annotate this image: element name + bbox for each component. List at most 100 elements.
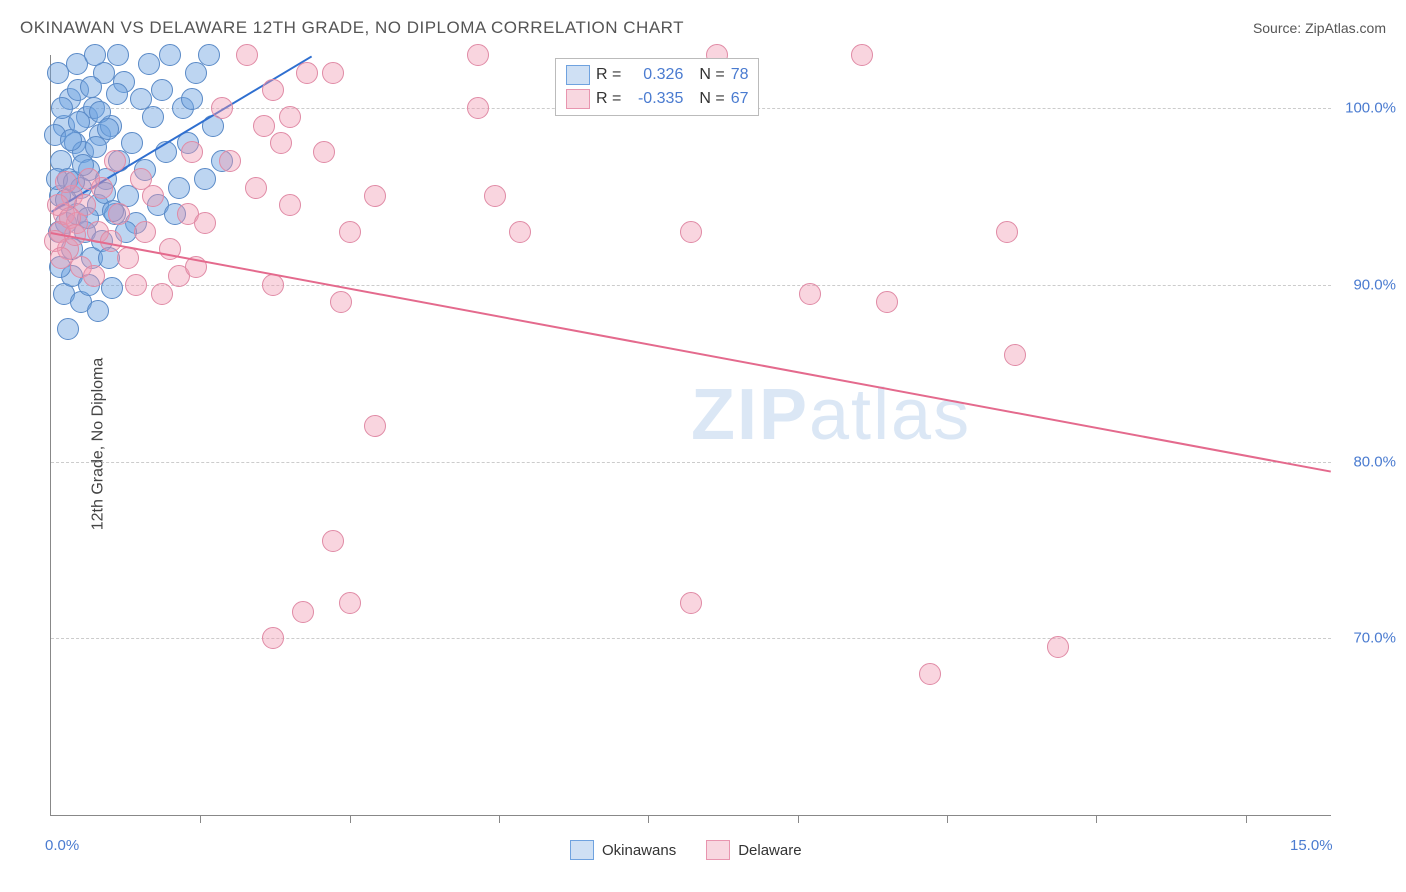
- scatter-point-delaware: [467, 97, 489, 119]
- x-tick: [499, 815, 500, 823]
- x-tick: [350, 815, 351, 823]
- scatter-point-delaware: [253, 115, 275, 137]
- chart-source: Source: ZipAtlas.com: [1253, 20, 1386, 36]
- y-tick-label: 80.0%: [1336, 453, 1396, 470]
- title-bar: OKINAWAN VS DELAWARE 12TH GRADE, NO DIPL…: [20, 18, 1386, 38]
- scatter-point-delaware: [83, 265, 105, 287]
- gridline: [51, 462, 1331, 463]
- scatter-point-delaware: [364, 415, 386, 437]
- legend-stats-box: R =0.326N =78R =-0.335N =67: [555, 58, 759, 116]
- legend-entry: Delaware: [706, 840, 801, 860]
- legend-swatch: [570, 840, 594, 860]
- legend-stats-row: R =0.326N =78: [566, 63, 748, 87]
- scatter-point-delaware: [104, 150, 126, 172]
- scatter-point-okinawans: [87, 300, 109, 322]
- scatter-point-delaware: [680, 221, 702, 243]
- scatter-point-delaware: [142, 185, 164, 207]
- y-tick-label: 70.0%: [1336, 630, 1396, 647]
- scatter-point-delaware: [78, 168, 100, 190]
- scatter-point-delaware: [509, 221, 531, 243]
- scatter-point-okinawans: [68, 111, 90, 133]
- scatter-point-okinawans: [47, 62, 69, 84]
- legend-R-value: -0.335: [627, 90, 683, 108]
- scatter-point-okinawans: [101, 277, 123, 299]
- scatter-point-delaware: [467, 44, 489, 66]
- scatter-point-delaware: [151, 283, 173, 305]
- legend-label: Delaware: [738, 842, 801, 859]
- scatter-point-delaware: [194, 212, 216, 234]
- scatter-point-delaware: [181, 141, 203, 163]
- scatter-point-okinawans: [57, 318, 79, 340]
- scatter-point-okinawans: [107, 44, 129, 66]
- scatter-point-okinawans: [151, 79, 173, 101]
- scatter-point-delaware: [50, 247, 72, 269]
- scatter-point-okinawans: [80, 76, 102, 98]
- scatter-point-delaware: [296, 62, 318, 84]
- scatter-point-delaware: [125, 274, 147, 296]
- scatter-point-delaware: [245, 177, 267, 199]
- scatter-point-delaware: [279, 106, 301, 128]
- gridline: [51, 638, 1331, 639]
- trend-line-delaware: [51, 232, 1331, 473]
- scatter-point-delaware: [799, 283, 821, 305]
- legend-swatch: [566, 89, 590, 109]
- watermark-light: atlas: [809, 375, 971, 455]
- scatter-point-delaware: [262, 627, 284, 649]
- scatter-point-delaware: [55, 171, 77, 193]
- scatter-point-delaware: [1004, 344, 1026, 366]
- legend-label: Okinawans: [602, 842, 676, 859]
- scatter-point-delaware: [484, 185, 506, 207]
- scatter-point-delaware: [680, 592, 702, 614]
- y-tick-label: 90.0%: [1336, 276, 1396, 293]
- scatter-point-delaware: [364, 185, 386, 207]
- legend-N-label: N =: [699, 66, 724, 84]
- scatter-point-delaware: [339, 221, 361, 243]
- scatter-point-delaware: [270, 132, 292, 154]
- scatter-point-delaware: [1047, 636, 1069, 658]
- scatter-point-delaware: [211, 97, 233, 119]
- scatter-point-delaware: [339, 592, 361, 614]
- scatter-point-delaware: [322, 62, 344, 84]
- scatter-point-delaware: [851, 44, 873, 66]
- scatter-point-okinawans: [142, 106, 164, 128]
- scatter-point-okinawans: [106, 83, 128, 105]
- scatter-point-delaware: [313, 141, 335, 163]
- y-tick-label: 100.0%: [1336, 100, 1396, 117]
- scatter-point-okinawans: [121, 132, 143, 154]
- scatter-point-okinawans: [168, 177, 190, 199]
- scatter-point-okinawans: [198, 44, 220, 66]
- x-max-label: 15.0%: [1290, 837, 1333, 854]
- legend-stats-row: R =-0.335N =67: [566, 87, 748, 111]
- scatter-point-delaware: [330, 291, 352, 313]
- legend-R-label: R =: [596, 90, 621, 108]
- legend-swatch: [566, 65, 590, 85]
- legend-R-value: 0.326: [627, 66, 683, 84]
- x-min-label: 0.0%: [45, 837, 79, 854]
- scatter-plot: ZIPatlas 70.0%80.0%90.0%100.0%: [50, 55, 1331, 816]
- legend-entry: Okinawans: [570, 840, 676, 860]
- y-axis-title: 12th Grade, No Diploma: [89, 358, 107, 531]
- scatter-point-okinawans: [159, 44, 181, 66]
- x-tick: [947, 815, 948, 823]
- scatter-point-okinawans: [155, 141, 177, 163]
- scatter-point-okinawans: [181, 88, 203, 110]
- chart-title: OKINAWAN VS DELAWARE 12TH GRADE, NO DIPL…: [20, 18, 684, 38]
- scatter-point-delaware: [236, 44, 258, 66]
- gridline: [51, 285, 1331, 286]
- x-tick: [200, 815, 201, 823]
- x-tick: [1246, 815, 1247, 823]
- scatter-point-delaware: [219, 150, 241, 172]
- scatter-point-okinawans: [194, 168, 216, 190]
- scatter-point-delaware: [262, 274, 284, 296]
- scatter-point-delaware: [919, 663, 941, 685]
- legend-R-label: R =: [596, 66, 621, 84]
- scatter-point-delaware: [108, 203, 130, 225]
- scatter-point-delaware: [279, 194, 301, 216]
- x-tick: [798, 815, 799, 823]
- scatter-point-delaware: [292, 601, 314, 623]
- legend-bottom: Okinawans Delaware: [570, 840, 802, 860]
- scatter-point-delaware: [996, 221, 1018, 243]
- scatter-point-delaware: [262, 79, 284, 101]
- scatter-point-delaware: [100, 230, 122, 252]
- scatter-point-okinawans: [97, 118, 119, 140]
